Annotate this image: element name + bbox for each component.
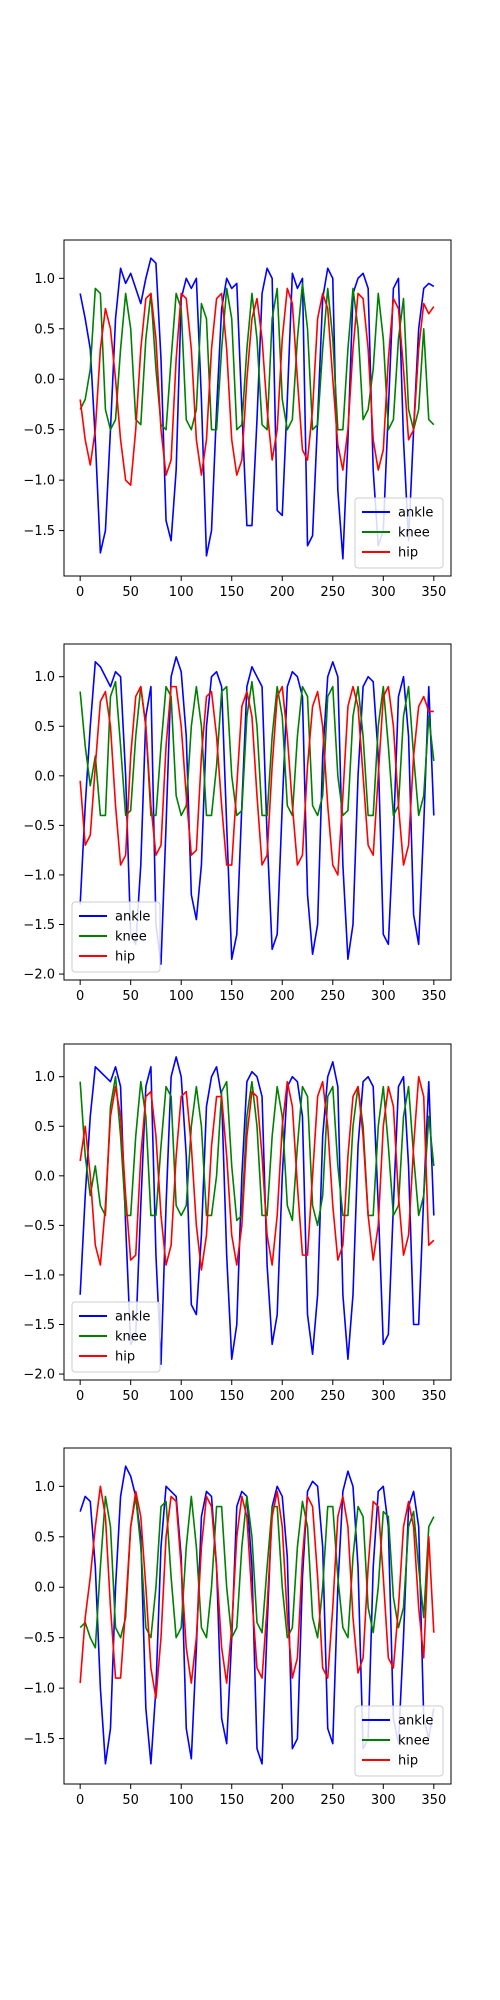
- y-tick-label: −0.5: [23, 819, 55, 834]
- x-tick-label: 50: [122, 585, 139, 600]
- x-tick-label: 250: [320, 989, 345, 1004]
- legend-label-hip: hip: [115, 950, 135, 965]
- y-tick-label: 1.0: [34, 1480, 55, 1495]
- x-tick-label: 0: [76, 1389, 84, 1404]
- legend-label-hip: hip: [115, 1350, 135, 1365]
- x-tick-label: 100: [169, 1389, 194, 1404]
- x-tick-label: 200: [270, 989, 295, 1004]
- legend: ankle knee hip: [72, 902, 160, 972]
- y-tick-label: 1.0: [34, 670, 55, 685]
- y-tick-label: 0.5: [34, 1530, 55, 1545]
- x-tick-label: 0: [76, 989, 84, 1004]
- legend-label-ankle: ankle: [398, 506, 433, 521]
- x-tick-label: 350: [421, 1389, 446, 1404]
- x-tick-label: 300: [371, 1389, 396, 1404]
- legend-label-hip: hip: [398, 1754, 418, 1769]
- y-tick-label: −1.0: [23, 1268, 55, 1283]
- y-tick-label: −1.5: [23, 918, 55, 933]
- x-tick-label: 50: [122, 1389, 139, 1404]
- y-tick-label: 0.5: [34, 1120, 55, 1135]
- chart-panel-2: 0 50 100 150 200 250 300 350 −2.0 −1.5 −1.0 −0.5 0.0…: [23, 644, 451, 1004]
- x-tick-label: 150: [219, 1793, 244, 1808]
- x-tick-label: 250: [320, 585, 345, 600]
- x-tick-label: 250: [320, 1389, 345, 1404]
- x-tick-label: 350: [421, 585, 446, 600]
- series-line-knee: [80, 1496, 434, 1647]
- x-tick-label: 100: [169, 989, 194, 1004]
- legend-label-knee: knee: [398, 1734, 430, 1749]
- legend-label-knee: knee: [115, 930, 147, 945]
- legend-label-ankle: ankle: [115, 910, 150, 925]
- legend-label-knee: knee: [398, 526, 430, 541]
- x-tick-label: 50: [122, 1793, 139, 1808]
- y-tick-label: −0.5: [23, 423, 55, 438]
- x-tick-label: 150: [219, 585, 244, 600]
- y-tick-label: −1.5: [23, 1318, 55, 1333]
- y-tick-label: 1.0: [34, 1070, 55, 1085]
- x-tick-label: 200: [270, 1793, 295, 1808]
- y-tick-label: 0.0: [34, 1169, 55, 1184]
- legend: ankle knee hip: [355, 1706, 443, 1776]
- legend-label-ankle: ankle: [398, 1714, 433, 1729]
- y-tick-label: −2.0: [23, 1368, 55, 1383]
- y-tick-label: 0.0: [34, 769, 55, 784]
- x-tick-label: 300: [371, 1793, 396, 1808]
- x-tick-label: 0: [76, 585, 84, 600]
- y-tick-label: −0.5: [23, 1631, 55, 1646]
- series-line-hip: [80, 1486, 434, 1698]
- chart-panel-4: 0 50 100 150 200 250 300 350 −1.5 −1.0 −0.5 0.0 0.5 1…: [23, 1448, 451, 1808]
- x-tick-label: 300: [371, 989, 396, 1004]
- y-tick-label: −1.0: [23, 1682, 55, 1697]
- y-tick-label: −1.0: [23, 474, 55, 489]
- x-tick-label: 50: [122, 989, 139, 1004]
- y-tick-label: −2.0: [23, 968, 55, 983]
- x-tick-label: 0: [76, 1793, 84, 1808]
- y-tick-label: 0.5: [34, 322, 55, 337]
- legend-label-hip: hip: [398, 546, 418, 561]
- x-tick-label: 250: [320, 1793, 345, 1808]
- legend: ankle knee hip: [355, 498, 443, 568]
- legend-label-knee: knee: [115, 1330, 147, 1345]
- x-tick-label: 150: [219, 989, 244, 1004]
- legend-label-ankle: ankle: [115, 1310, 150, 1325]
- chart-panel-1: 0 50 100 150 200 250 300 350 −1.5 −1.0 −0.5 0.0 0.5 1…: [23, 240, 451, 600]
- x-tick-label: 100: [169, 585, 194, 600]
- y-tick-label: −0.5: [23, 1219, 55, 1234]
- y-tick-label: −1.0: [23, 868, 55, 883]
- y-tick-label: 0.0: [34, 1581, 55, 1596]
- x-tick-label: 200: [270, 1389, 295, 1404]
- chart-panel-3: 0 50 100 150 200 250 300 350 −2.0 −1.5 −1.0 −0.5 0.0…: [23, 1044, 451, 1404]
- x-tick-label: 300: [371, 585, 396, 600]
- y-tick-label: 0.0: [34, 373, 55, 388]
- x-tick-label: 200: [270, 585, 295, 600]
- y-tick-label: −1.5: [23, 524, 55, 539]
- y-tick-label: 1.0: [34, 272, 55, 287]
- x-tick-label: 150: [219, 1389, 244, 1404]
- y-tick-label: −1.5: [23, 1732, 55, 1747]
- x-tick-label: 350: [421, 1793, 446, 1808]
- x-tick-label: 350: [421, 989, 446, 1004]
- y-tick-label: 0.5: [34, 720, 55, 735]
- x-tick-label: 100: [169, 1793, 194, 1808]
- legend: ankle knee hip: [72, 1302, 160, 1372]
